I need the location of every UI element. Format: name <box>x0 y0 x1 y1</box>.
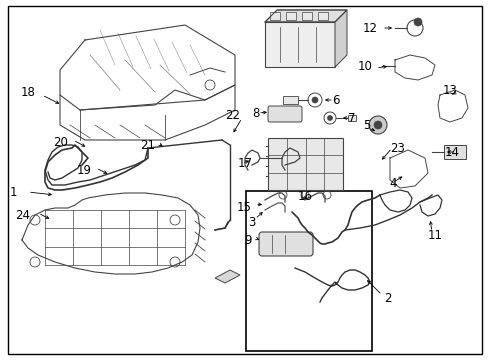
Circle shape <box>369 116 387 134</box>
FancyBboxPatch shape <box>259 232 313 256</box>
Bar <box>270 12 280 20</box>
Text: 9: 9 <box>245 234 252 247</box>
Bar <box>318 12 328 20</box>
Text: 23: 23 <box>390 141 405 154</box>
Bar <box>444 145 466 159</box>
Text: 12: 12 <box>363 22 378 35</box>
Circle shape <box>374 121 382 129</box>
Text: 11: 11 <box>428 229 443 242</box>
Bar <box>265 22 335 67</box>
Text: 15: 15 <box>237 201 252 213</box>
Text: 18: 18 <box>21 86 36 99</box>
Polygon shape <box>265 10 347 22</box>
Bar <box>268 138 343 190</box>
Circle shape <box>414 18 422 26</box>
Text: 7: 7 <box>348 112 356 125</box>
Text: 10: 10 <box>358 59 373 72</box>
Text: 2: 2 <box>384 292 392 305</box>
Bar <box>286 12 296 20</box>
Text: 5: 5 <box>363 118 370 131</box>
Text: 3: 3 <box>248 216 256 229</box>
Polygon shape <box>335 10 347 67</box>
Text: 20: 20 <box>53 135 68 149</box>
Bar <box>302 12 312 20</box>
Text: 13: 13 <box>443 84 458 96</box>
Bar <box>348 115 356 121</box>
Text: 4: 4 <box>390 176 397 189</box>
Text: 21: 21 <box>140 139 155 152</box>
Text: 22: 22 <box>225 108 240 122</box>
FancyBboxPatch shape <box>268 106 302 122</box>
Circle shape <box>312 97 318 103</box>
Bar <box>283 96 298 104</box>
Bar <box>246 191 372 351</box>
Polygon shape <box>215 270 240 283</box>
Text: 1: 1 <box>9 185 17 198</box>
Text: 6: 6 <box>332 94 340 107</box>
Text: 16: 16 <box>298 189 313 202</box>
Circle shape <box>327 116 333 121</box>
Text: 24: 24 <box>15 208 30 221</box>
Text: 14: 14 <box>445 145 460 158</box>
Text: 17: 17 <box>238 157 253 170</box>
Text: 19: 19 <box>77 163 92 176</box>
Text: 8: 8 <box>252 107 260 120</box>
